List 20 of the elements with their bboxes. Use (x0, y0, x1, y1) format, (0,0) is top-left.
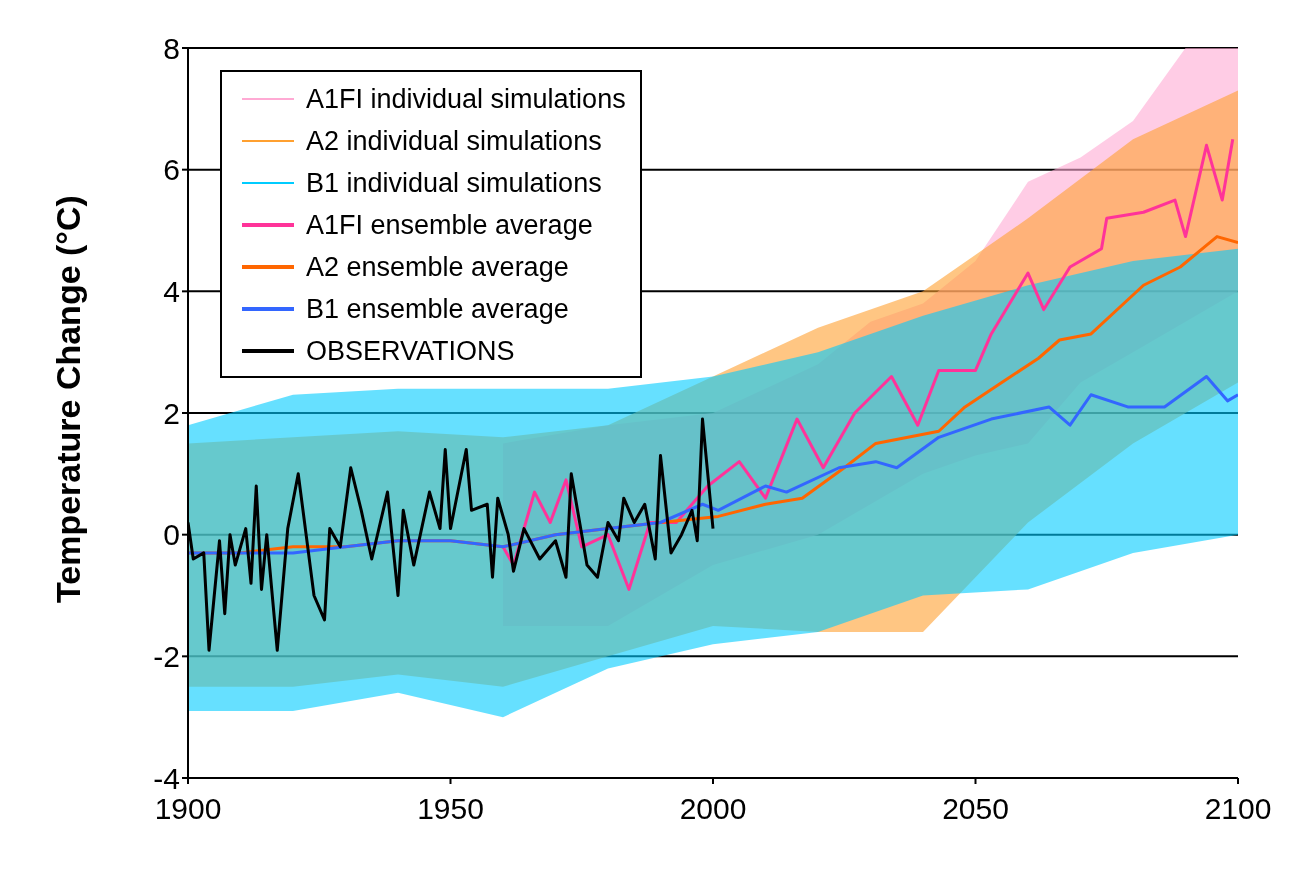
x-tick-label: 2050 (942, 792, 1009, 826)
legend-label: A2 individual simulations (306, 125, 602, 157)
legend-label: B1 individual simulations (306, 167, 602, 199)
x-tick-label: 2100 (1204, 792, 1272, 826)
legend-label: OBSERVATIONS (306, 335, 515, 367)
y-axis-title: Temperature Change (°C) (49, 195, 88, 603)
legend-label: B1 ensemble average (306, 293, 569, 325)
x-tick-label: 1900 (154, 792, 222, 826)
y-tick-label: 8 (163, 31, 180, 65)
y-tick-label: 6 (163, 153, 180, 187)
y-tick-label: -4 (153, 761, 180, 795)
y-tick-label: -2 (153, 639, 180, 673)
legend-label: A2 ensemble average (306, 251, 569, 283)
legend-label: A1FI ensemble average (306, 209, 593, 241)
legend-label: A1FI individual simulations (306, 83, 626, 115)
y-tick-label: 4 (163, 274, 180, 308)
y-tick-label: 0 (163, 518, 180, 552)
x-tick-label: 2000 (679, 792, 747, 826)
x-tick-label: 1950 (417, 792, 484, 826)
y-tick-label: 2 (163, 396, 180, 430)
